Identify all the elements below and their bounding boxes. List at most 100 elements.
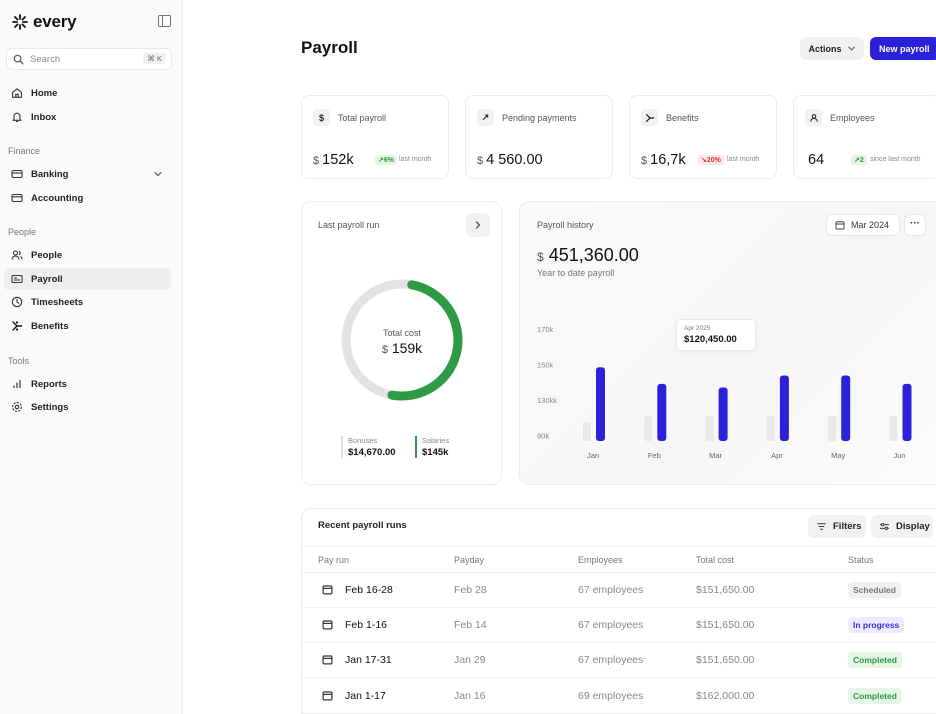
stat-card-benefits: Benefits $16,7k ↘20% last month	[629, 95, 777, 179]
card-icon	[11, 169, 23, 179]
card-title: Last payroll run	[318, 220, 380, 230]
bar-payroll[interactable]	[657, 383, 667, 441]
page-title: Payroll	[301, 38, 358, 57]
search-icon	[13, 54, 24, 64]
display-button[interactable]: Display	[871, 515, 933, 538]
sidebar-item-accounting[interactable]: Accounting	[4, 187, 171, 209]
bar-payroll[interactable]	[779, 375, 789, 441]
filters-button[interactable]: Filters	[808, 515, 866, 538]
sidebar-item-label: Accounting	[31, 192, 84, 204]
chevron-down-icon[interactable]	[153, 169, 163, 179]
status-badge: Scheduled	[848, 582, 901, 598]
column-header[interactable]: Employees	[578, 555, 623, 565]
bar-payroll[interactable]	[902, 383, 912, 441]
sidebar-item-payroll[interactable]: Payroll	[4, 268, 171, 290]
column-header[interactable]: Status	[848, 555, 874, 565]
sidebar-item-settings[interactable]: Settings	[4, 396, 171, 418]
column-header[interactable]: Pay run	[318, 555, 350, 565]
sidebar-item-label: Inbox	[31, 111, 57, 123]
clock-icon	[11, 296, 23, 308]
pay-run: Feb 16-28	[345, 584, 393, 596]
calendar-icon	[322, 655, 333, 665]
sidebar-item-timesheets[interactable]: Timesheets	[4, 291, 171, 313]
actions-label: Actions	[808, 43, 842, 54]
table-row[interactable]: Feb 16-28 Feb 28 67 employees $151,650.0…	[302, 573, 936, 608]
payroll-history-chart: 170k 150k 130kk 90k Jan Feb Mar Apr May Jun	[537, 325, 912, 460]
actions-button[interactable]: Actions	[800, 37, 864, 60]
sidebar-toggle-icon[interactable]	[158, 15, 171, 27]
delta-value: 6%	[383, 157, 394, 164]
next-button[interactable]	[466, 213, 490, 237]
bar-baseline[interactable]	[889, 416, 898, 441]
y-tick-label: 150k	[537, 361, 554, 370]
table-title: Recent payroll runs	[318, 520, 407, 531]
total-cost: $151,650.00	[696, 619, 755, 631]
bar-payroll[interactable]	[718, 387, 728, 441]
home-icon	[11, 88, 23, 98]
table-row[interactable]: Feb 1-16 Feb 14 67 employees $151,650.00…	[302, 608, 936, 643]
user-icon	[805, 109, 822, 126]
payday: Feb 14	[454, 619, 487, 631]
legend-bonuses: Bonuses $14,670.00	[341, 436, 396, 458]
dollar-icon: $	[313, 109, 330, 126]
bar-baseline[interactable]	[705, 416, 714, 441]
x-tick-label: Mar	[709, 451, 722, 460]
legend-salaries: Salaries $145k	[415, 436, 449, 458]
tooltip-label: Apr 2025	[684, 325, 711, 332]
history-total: $ 451,360.00	[537, 245, 639, 266]
history-currency: $	[537, 250, 544, 264]
stat-currency: $	[313, 155, 320, 167]
bar-baseline[interactable]	[583, 421, 591, 441]
bar-chart-icon	[13, 380, 21, 388]
chart-tooltip: Apr 2025 $120,450.00	[676, 319, 756, 351]
x-tick-label: Apr	[771, 451, 783, 460]
more-options-button[interactable]: ···	[904, 214, 926, 236]
bar-payroll[interactable]	[596, 367, 605, 441]
column-header[interactable]: Total cost	[696, 555, 735, 565]
payday: Jan 29	[454, 654, 486, 666]
column-header[interactable]: Payday	[454, 555, 485, 565]
brand-logo[interactable]: every	[12, 12, 77, 32]
sidebar-item-label: Benefits	[31, 320, 69, 332]
sidebar-item-people[interactable]: People	[4, 244, 171, 266]
sidebar-item-banking[interactable]: Banking	[4, 163, 171, 185]
stat-value: 4 560.00	[486, 152, 543, 168]
bar-baseline[interactable]	[766, 416, 775, 441]
recent-payroll-runs-card	[301, 508, 936, 714]
legend-label: Salaries	[422, 436, 450, 445]
sidebar-item-reports[interactable]: Reports	[4, 373, 171, 395]
stat-label: Employees	[830, 112, 875, 123]
sunburst-logo-icon	[12, 14, 28, 30]
legend-swatch	[415, 436, 417, 458]
new-payroll-button[interactable]: New payroll	[870, 37, 936, 60]
brand-name: every	[33, 12, 77, 31]
filters-label: Filters	[833, 521, 862, 532]
search-placeholder: Search	[30, 53, 61, 65]
arrow-down-icon: ↘	[701, 157, 707, 164]
table-row[interactable]: Jan 17-31 Jan 29 67 employees $151,650.0…	[302, 643, 936, 678]
date-label: Mar 2024	[851, 220, 890, 230]
calendar-icon	[322, 585, 333, 595]
employees: 67 employees	[578, 619, 644, 631]
sidebar-item-inbox[interactable]: Inbox	[4, 106, 171, 128]
sidebar-item-label: Home	[31, 87, 58, 99]
status-badge: Completed	[848, 652, 902, 668]
sidebar: every Search ⌘ K Home Inbox Finance Bank…	[0, 0, 183, 714]
bar-baseline[interactable]	[644, 416, 653, 441]
legend-value: $145k	[422, 447, 449, 458]
employees: 67 employees	[578, 584, 644, 596]
x-tick-label: Feb	[648, 451, 661, 460]
bar-payroll[interactable]	[841, 375, 851, 441]
stat-value: 16,7k	[650, 152, 686, 168]
date-picker-button[interactable]: Mar 2024	[826, 214, 900, 236]
sidebar-item-label: Timesheets	[31, 296, 84, 308]
stat-label: Total payroll	[338, 112, 387, 123]
sidebar-item-benefits[interactable]: Benefits	[4, 315, 171, 337]
sidebar-item-home[interactable]: Home	[4, 82, 171, 104]
bar-baseline[interactable]	[828, 416, 837, 441]
search-input[interactable]: Search ⌘ K	[6, 48, 172, 70]
table-row[interactable]: Jan 1-17 Jan 16 69 employees $162,000.00…	[302, 679, 936, 714]
history-amount: 451,360.00	[548, 245, 639, 265]
stat-currency: $	[641, 155, 648, 167]
bell-icon	[12, 112, 22, 123]
